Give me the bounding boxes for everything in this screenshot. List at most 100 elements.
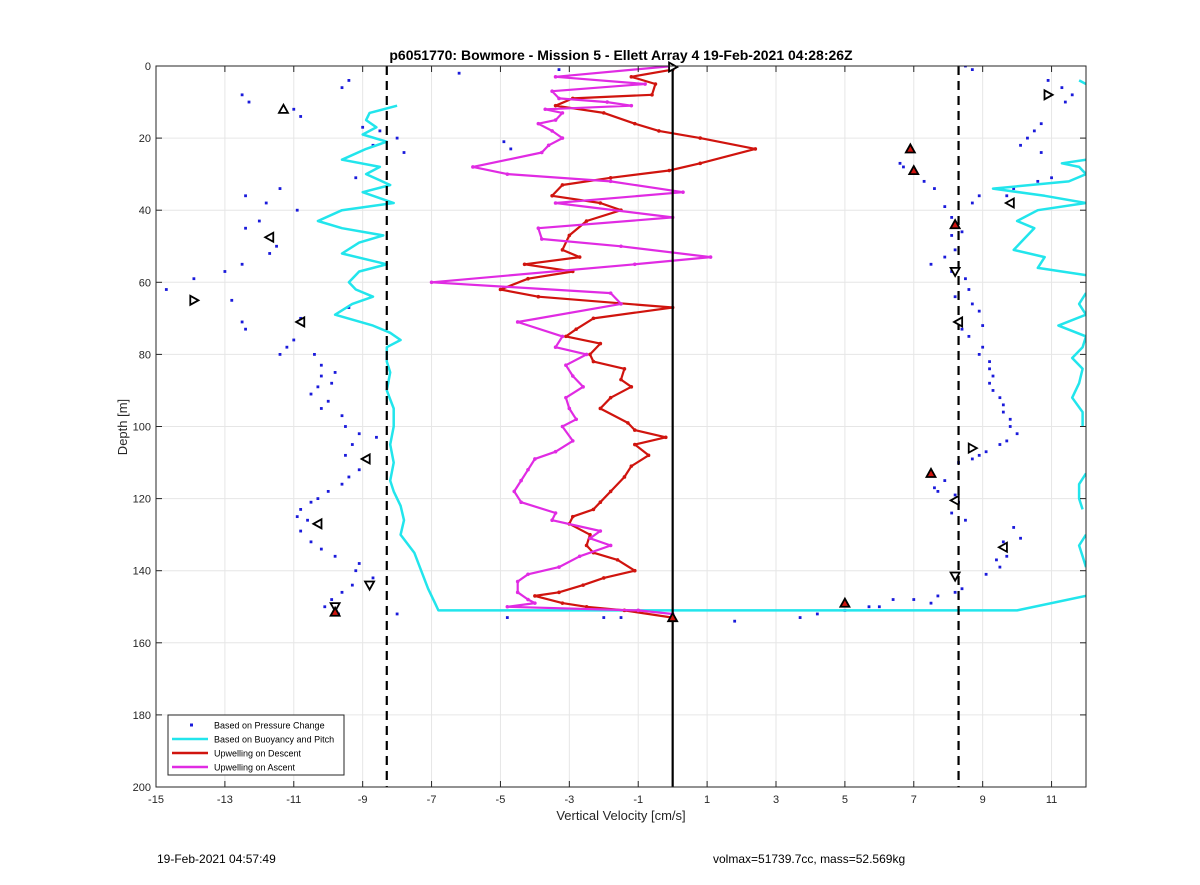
descent-line-marker (601, 576, 606, 580)
pressure-change-point (371, 576, 375, 580)
pressure-change-point (299, 508, 303, 511)
pressure-change-point (619, 616, 623, 619)
pressure-change-point (964, 277, 967, 281)
pressure-change-point (960, 587, 964, 591)
pressure-change-point (347, 306, 351, 309)
y-tick-label: 160 (133, 638, 151, 650)
pressure-change-point (936, 489, 940, 493)
x-tick-label: -9 (358, 794, 368, 806)
descent-line-marker (619, 377, 623, 382)
ascent-line-marker (560, 136, 565, 140)
descent-line-marker (622, 475, 627, 479)
pressure-change-point (285, 345, 289, 349)
pressure-change-point (323, 605, 327, 609)
descent-line-marker (581, 583, 585, 587)
ascent-line-marker (515, 320, 520, 324)
ascent-line-marker (605, 100, 610, 104)
y-axis-label: Depth [m] (115, 399, 130, 455)
pressure-change-point (264, 201, 268, 205)
descent-line-marker (632, 442, 637, 447)
triangle-markers (189, 61, 1055, 623)
descent-line-marker (650, 93, 654, 97)
pressure-change-point (1005, 194, 1009, 198)
pressure-change-point (402, 151, 406, 154)
ascent-line-marker (543, 107, 548, 112)
triangle-marker (1003, 196, 1015, 210)
ascent-line-marker (574, 417, 579, 422)
descent-line-marker (498, 287, 503, 292)
ascent-line-marker (546, 143, 551, 148)
ascent-line-marker (536, 226, 541, 231)
pressure-change-point (988, 360, 991, 364)
buoyancy-pitch-line (316, 104, 1086, 612)
plot-area: -15 -13 -11 -9 -7 -5 -3 -1 1 3 5 7 9 1102040608010012… (133, 61, 1087, 806)
descent-line-marker (526, 276, 530, 281)
pressure-change-point (964, 66, 967, 68)
pressure-change-point (1001, 410, 1005, 414)
pressure-change-point (981, 324, 985, 327)
descent-line-marker (698, 161, 703, 166)
descent-line-marker (591, 316, 596, 321)
pressure-change-point (557, 68, 561, 72)
pressure-change-point (278, 187, 282, 190)
pressure-change-point (1005, 554, 1009, 558)
pressure-change-point (357, 562, 361, 565)
pressure-change-point (602, 616, 606, 619)
pressure-change-point (309, 500, 313, 504)
ascent-line-marker (553, 75, 558, 79)
pressure-change-point (1005, 439, 1009, 443)
x-tick-label: -15 (148, 794, 164, 806)
descent-line-marker (632, 428, 637, 432)
pressure-change-point (347, 79, 351, 82)
pressure-change-point (333, 554, 337, 558)
data-marks (164, 66, 1086, 623)
pressure-change-point (1012, 526, 1016, 529)
pressure-change-point (964, 518, 967, 522)
pressure-change-point (1060, 86, 1064, 90)
buoyancy-pitch-line (1057, 292, 1086, 427)
pressure-change-point (953, 295, 957, 299)
triangle-marker (952, 315, 964, 328)
pressure-change-point (1008, 417, 1012, 421)
pressure-change-point (943, 205, 947, 208)
ascent-line-marker (526, 467, 530, 472)
pressure-change-point (1008, 425, 1012, 428)
pressure-change-point (953, 493, 957, 497)
descent-line-marker (522, 262, 527, 267)
ascent-line-marker (564, 363, 568, 368)
legend: Based on Pressure Change Based on Buoyanc… (167, 714, 345, 776)
descent-line-marker (560, 183, 565, 187)
ascent-line-marker (560, 334, 565, 339)
pressure-change-point (230, 298, 234, 302)
ascent-line-marker (550, 89, 554, 94)
ascent-line-marker (643, 82, 647, 86)
pressure-change-point (1070, 93, 1074, 97)
buoyancy-pitch-line (1078, 79, 1086, 86)
descent-line-marker (598, 341, 603, 346)
legend-label: Upwelling on Descent (214, 749, 302, 759)
pressure-change-point (815, 612, 819, 616)
descent-line-marker (588, 532, 592, 537)
pressure-change-point (995, 558, 998, 562)
x-tick-label: -5 (496, 794, 506, 806)
triangle-marker (359, 452, 371, 465)
pressure-change-point (375, 435, 378, 439)
axis-ticks: -15 -13 -11 -9 -7 -5 -3 -1 1 3 5 7 9 1102040608010012… (133, 61, 1086, 806)
pressure-change-point (350, 583, 354, 587)
descent-line-marker (598, 500, 603, 505)
pressure-change-point (295, 208, 299, 212)
triangle-marker (924, 467, 938, 478)
ascent-line (430, 66, 712, 616)
pressure-change-point (319, 363, 323, 367)
pressure-change-point (223, 270, 227, 273)
ascent-line-marker (636, 608, 641, 613)
pressure-change-point (378, 129, 382, 133)
descent-line-marker (653, 82, 658, 86)
pressure-change-point (1036, 179, 1040, 183)
descent-line-marker (615, 558, 620, 562)
pressure-change-point (988, 367, 991, 371)
y-tick-label: 40 (139, 205, 151, 217)
ascent-line-marker (533, 601, 537, 605)
pressure-change-point (319, 374, 323, 378)
pressure-change-point (943, 479, 947, 482)
